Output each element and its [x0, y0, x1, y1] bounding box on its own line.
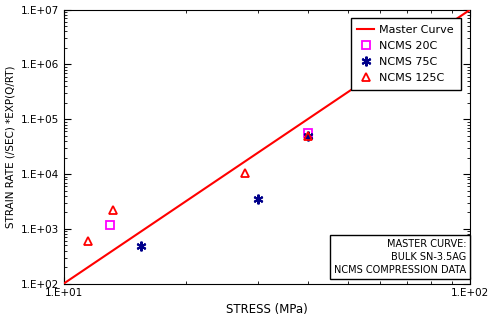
Line: NCMS 75C: NCMS 75C [136, 131, 313, 251]
Master Curve [323, 105, 329, 109]
Master Curve [436, 29, 442, 33]
Master Curve [468, 7, 474, 11]
Master Curve [313, 112, 319, 116]
NCMS 125C [109, 208, 115, 212]
NCMS 20C [423, 51, 429, 55]
Text: MASTER CURVE:
BULK SN-3.5AG
NCMS COMPRESSION DATA: MASTER CURVE: BULK SN-3.5AG NCMS COMPRES… [334, 239, 466, 276]
NCMS 125C [85, 239, 91, 243]
NCMS 125C [243, 171, 248, 175]
NCMS 75C [305, 134, 311, 138]
NCMS 75C [138, 244, 144, 248]
NCMS 20C [107, 223, 113, 226]
Line: NCMS 20C: NCMS 20C [106, 49, 431, 229]
Line: Master Curve: Master Curve [24, 0, 495, 310]
Master Curve [23, 307, 29, 311]
X-axis label: STRESS (MPa): STRESS (MPa) [226, 303, 308, 317]
NCMS 75C [254, 197, 260, 201]
NCMS 125C [305, 134, 311, 138]
Master Curve [314, 111, 320, 115]
Line: NCMS 125C: NCMS 125C [84, 132, 313, 245]
NCMS 20C [305, 131, 311, 135]
Master Curve [21, 308, 27, 312]
Legend: Master Curve, NCMS 20C, NCMS 75C, NCMS 125C: Master Curve, NCMS 20C, NCMS 75C, NCMS 1… [350, 18, 461, 90]
Y-axis label: STRAIN RATE (/SEC) *EXP(Q/RT): STRAIN RATE (/SEC) *EXP(Q/RT) [5, 65, 15, 228]
